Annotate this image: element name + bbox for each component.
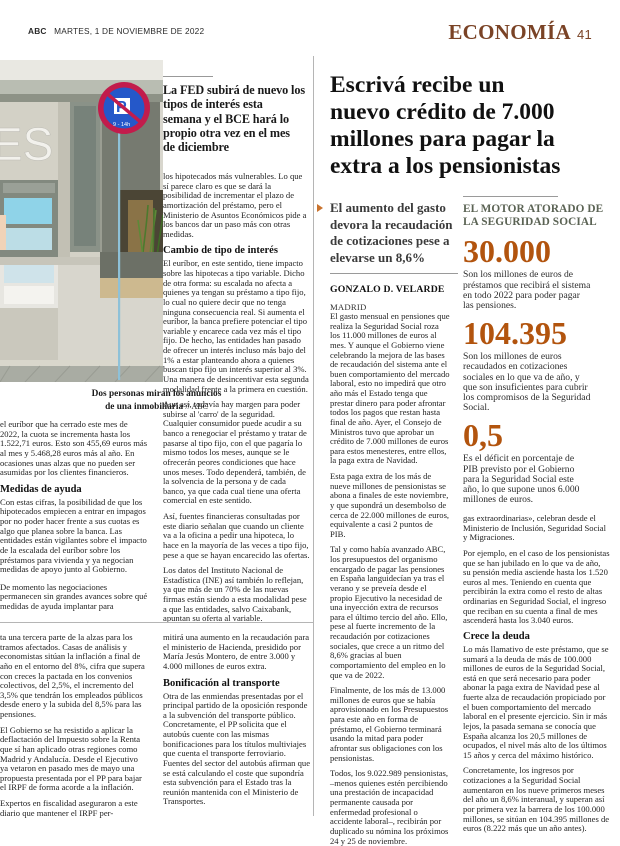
svg-text:9 - 14h: 9 - 14h — [113, 122, 130, 128]
svg-text:ES: ES — [0, 118, 53, 170]
